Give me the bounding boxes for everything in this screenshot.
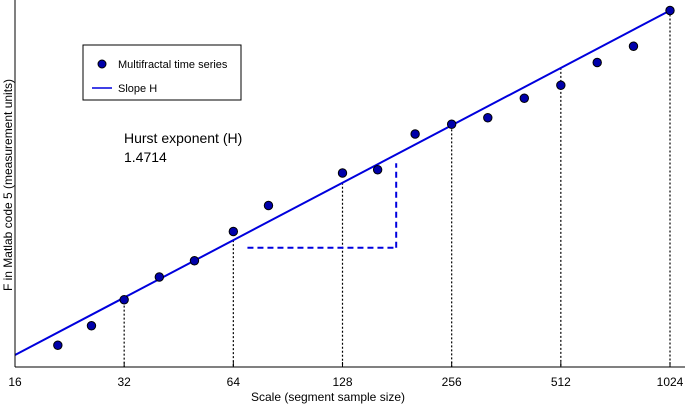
x-tick-label-128: 128 [332, 375, 352, 389]
data-point-11 [483, 113, 493, 123]
data-point-5 [228, 226, 239, 237]
legend-box [82, 44, 242, 101]
x-axis-label: Scale (segment sample size) [251, 390, 405, 404]
data-point-3 [154, 272, 165, 282]
data-point-8 [372, 165, 383, 175]
data-points [53, 5, 675, 350]
data-point-7 [337, 168, 348, 178]
data-point-2 [119, 295, 129, 305]
data-point-16 [665, 5, 675, 16]
legend-marker-series [97, 59, 107, 69]
data-point-9 [410, 129, 420, 139]
legend-label-slope: Slope H [118, 83, 157, 95]
data-point-0 [53, 340, 63, 350]
data-point-4 [189, 256, 200, 266]
data-point-6 [263, 200, 274, 211]
data-point-1 [86, 321, 97, 331]
annotation-value: 1.4714 [124, 149, 167, 165]
x-tick-label-256: 256 [442, 375, 462, 389]
x-tick-label-512: 512 [551, 375, 571, 389]
legend: Multifractal time series Slope H [82, 44, 242, 101]
slope-triangle [247, 163, 398, 249]
legend-label-series: Multifractal time series [118, 59, 228, 71]
x-tick-label-16: 16 [8, 375, 22, 389]
y-axis-label: F in Matlab code 5 (measurement units) [1, 79, 15, 291]
dotted-verticals [123, 10, 671, 367]
x-ticks: 16 32 64 128 256 512 1024 [8, 362, 684, 389]
data-point-10 [446, 119, 457, 129]
x-tick-label-32: 32 [117, 375, 131, 389]
data-point-12 [519, 93, 529, 103]
x-tick-label-1024: 1024 [657, 375, 684, 389]
data-point-14 [592, 57, 602, 68]
data-point-13 [556, 80, 566, 90]
annotation-label: Hurst exponent (H) [124, 130, 242, 146]
x-tick-label-64: 64 [227, 375, 241, 389]
axes [14, 0, 685, 368]
data-point-15 [628, 41, 639, 51]
